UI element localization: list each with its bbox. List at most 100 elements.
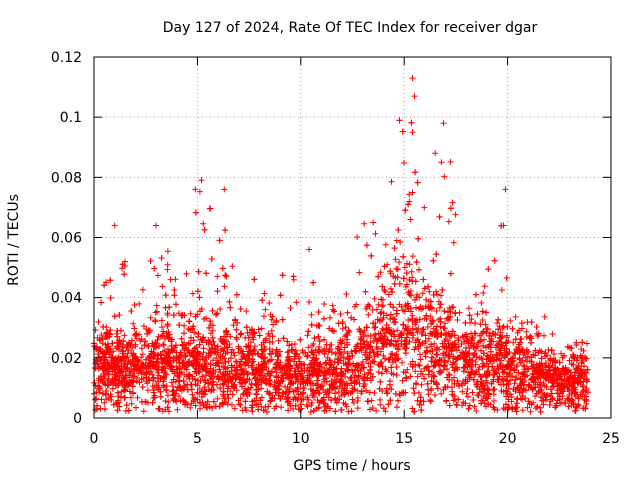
- data-point: [368, 397, 375, 404]
- chart-title: Day 127 of 2024, Rate Of TEC Index for r…: [163, 20, 538, 36]
- data-point: [405, 317, 412, 323]
- data-point: [121, 394, 128, 401]
- data-point: [259, 297, 266, 304]
- data-point: [274, 359, 281, 366]
- data-point: [423, 296, 430, 303]
- data-point: [388, 364, 395, 371]
- data-point: [425, 386, 432, 393]
- data-point: [523, 334, 530, 340]
- data-point: [468, 316, 475, 323]
- data-point: [402, 350, 409, 357]
- data-point: [130, 320, 137, 327]
- data-point: [268, 316, 275, 323]
- data-point: [287, 305, 294, 311]
- data-point: [443, 397, 450, 404]
- data-point: [98, 299, 105, 306]
- data-point: [237, 331, 244, 338]
- data-point: [480, 328, 486, 335]
- data-point: [421, 204, 428, 211]
- data-point: [584, 366, 591, 373]
- data-point: [513, 396, 520, 403]
- data-point: [337, 311, 344, 317]
- data-point: [462, 319, 469, 326]
- data-point: [102, 406, 108, 413]
- data-point: [290, 405, 297, 412]
- data-point: [528, 319, 535, 326]
- data-point: [414, 179, 421, 186]
- data-point: [450, 397, 457, 404]
- data-point: [428, 385, 435, 392]
- data-point: [396, 117, 403, 124]
- data-point: [541, 313, 548, 320]
- data-point: [293, 299, 300, 306]
- data-point: [107, 391, 114, 398]
- data-point: [125, 347, 132, 354]
- data-point: [145, 387, 151, 394]
- data-point: [388, 178, 395, 185]
- data-point: [282, 383, 289, 390]
- data-point: [158, 255, 165, 261]
- data-point: [408, 119, 415, 126]
- data-point: [176, 393, 182, 400]
- data-point: [409, 253, 416, 260]
- data-point: [394, 404, 400, 411]
- data-point: [290, 273, 297, 280]
- data-point: [424, 380, 431, 387]
- data-point: [393, 364, 400, 370]
- data-point: [232, 358, 239, 365]
- data-point: [98, 396, 105, 403]
- data-point: [132, 341, 139, 348]
- data-point: [438, 292, 444, 299]
- data-point: [376, 362, 383, 369]
- data-point: [148, 368, 155, 375]
- data-point: [380, 314, 387, 321]
- data-point: [416, 266, 422, 273]
- data-point: [388, 351, 395, 357]
- data-point: [223, 273, 230, 280]
- data-point: [419, 371, 426, 378]
- data-point: [485, 266, 492, 273]
- data-point: [342, 373, 349, 380]
- data-point: [210, 357, 217, 364]
- data-point: [465, 305, 472, 312]
- data-point: [128, 400, 135, 407]
- data-point: [229, 263, 236, 270]
- data-point: [520, 362, 527, 369]
- data-point: [229, 401, 235, 408]
- data-point: [479, 308, 486, 315]
- data-point: [305, 328, 312, 335]
- data-point: [200, 220, 207, 227]
- data-point: [447, 270, 454, 277]
- data-point: [346, 329, 353, 335]
- data-point: [417, 351, 423, 358]
- data-point: [278, 404, 285, 411]
- data-point: [304, 403, 311, 410]
- data-point: [430, 325, 437, 332]
- data-point: [114, 328, 121, 334]
- data-point: [349, 396, 356, 403]
- data-point: [336, 383, 343, 390]
- data-point: [491, 257, 498, 264]
- data-point: [335, 320, 342, 327]
- data-point: [270, 321, 277, 328]
- data-point: [447, 158, 454, 165]
- data-point: [308, 321, 315, 328]
- data-point: [579, 339, 586, 346]
- data-point: [344, 309, 351, 316]
- data-point: [214, 273, 221, 280]
- data-point: [394, 327, 401, 334]
- data-point: [474, 311, 481, 318]
- data-point: [522, 354, 529, 361]
- data-point: [214, 395, 221, 402]
- data-point: [406, 198, 413, 205]
- data-point: [121, 271, 128, 278]
- data-point: [369, 405, 376, 411]
- data-point: [219, 265, 226, 272]
- data-point: [424, 324, 431, 330]
- data-point: [577, 352, 584, 359]
- data-point: [258, 385, 265, 392]
- data-point: [356, 269, 363, 276]
- data-point: [231, 352, 238, 359]
- data-point: [459, 402, 465, 409]
- data-point: [165, 398, 172, 405]
